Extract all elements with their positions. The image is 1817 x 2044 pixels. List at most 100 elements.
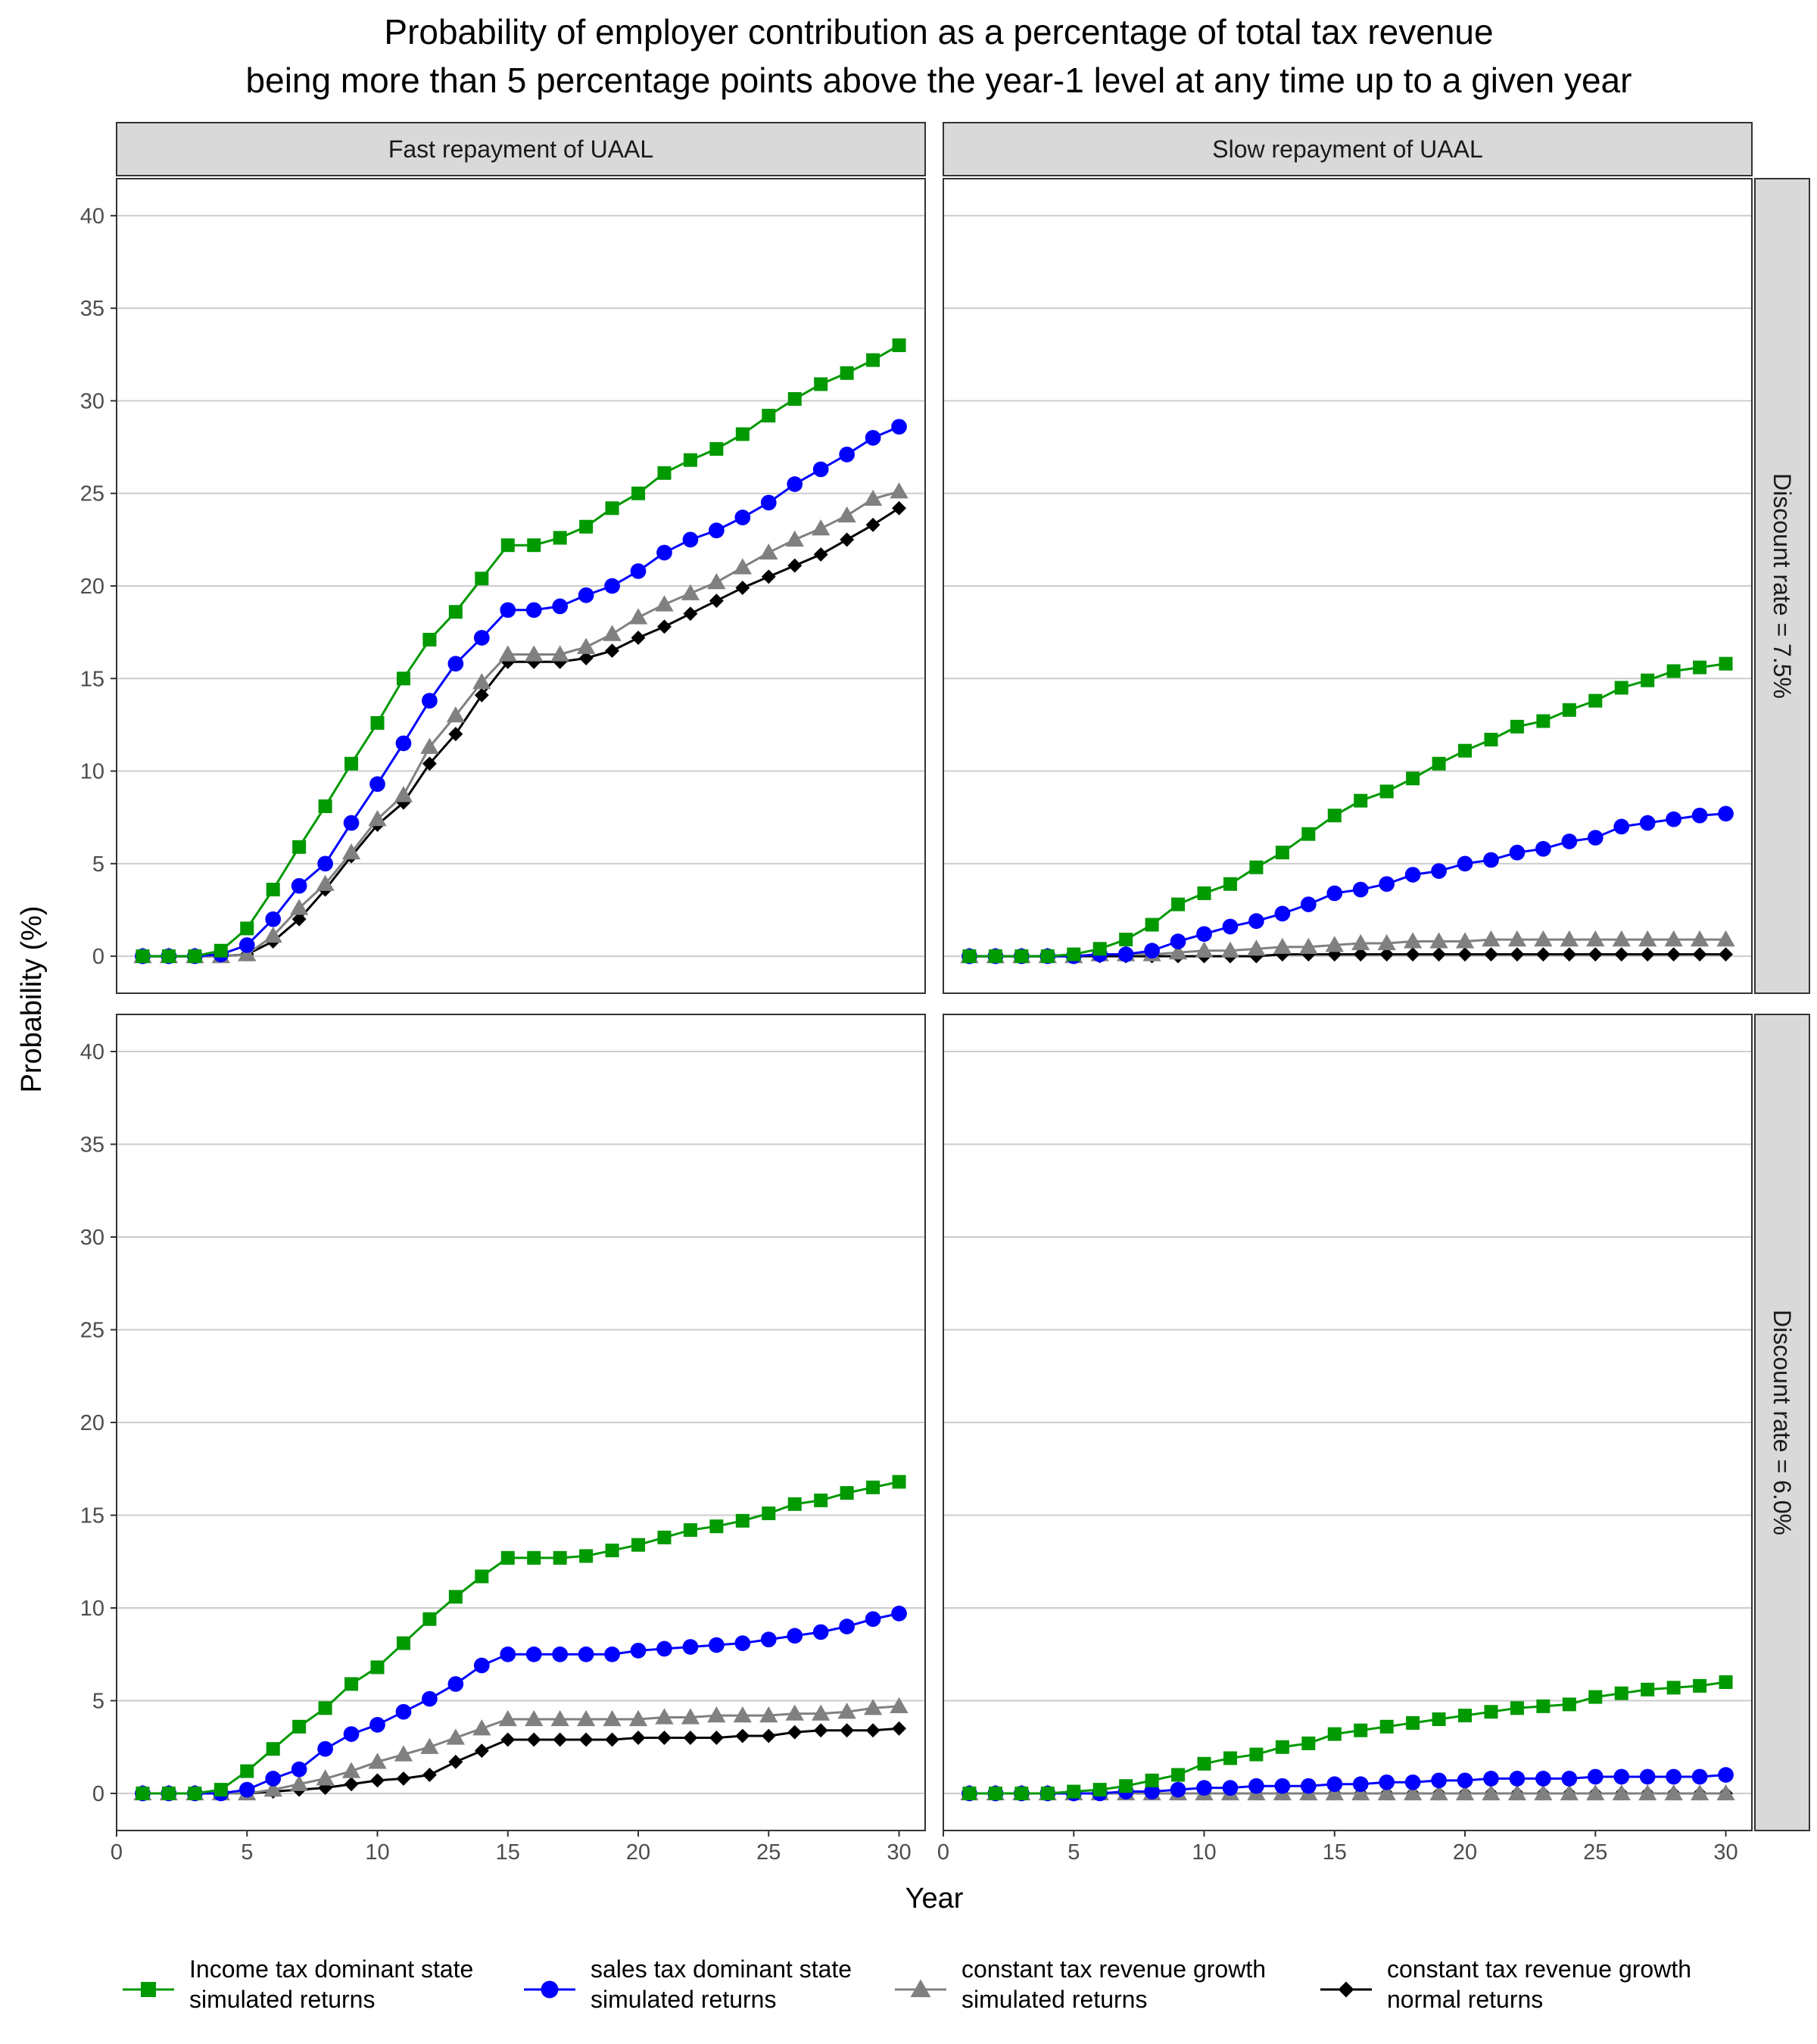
series-line-income: [142, 344, 900, 958]
data-point-income: [1145, 918, 1159, 932]
data-point-income: [213, 943, 228, 958]
y-tick-label: 10: [80, 760, 104, 784]
data-point-sales: [369, 1717, 385, 1733]
data-point-sales: [1431, 1772, 1447, 1789]
data-point-const_norm: [1588, 947, 1603, 962]
data-point-income: [448, 605, 463, 619]
data-point-const_sim: [681, 1708, 700, 1725]
chart-subtitle: being more than 5 percentage points abov…: [246, 61, 1632, 100]
data-point-const_sim: [1403, 1784, 1423, 1801]
data-point-income: [735, 427, 750, 441]
data-point-const_sim: [238, 945, 257, 961]
data-point-const_norm: [709, 594, 724, 609]
data-point-const_sim: [1690, 930, 1709, 947]
data-point-income: [161, 1787, 176, 1800]
data-point-const_sim: [707, 572, 726, 590]
data-point-sales: [1352, 881, 1369, 898]
x-tick-label: 5: [241, 1840, 253, 1865]
data-point-income: [344, 756, 359, 771]
data-point-income: [1536, 714, 1551, 728]
data-point-income: [866, 353, 880, 367]
data-point-const_norm: [422, 756, 437, 771]
data-point-sales: [865, 1611, 881, 1628]
data-point-const_sim: [1429, 1784, 1448, 1801]
data-point-income: [370, 715, 385, 730]
data-point-income: [1510, 719, 1524, 734]
data-point-income: [1693, 1678, 1707, 1693]
data-point-sales: [1248, 1778, 1264, 1794]
data-point-income: [527, 538, 541, 553]
data-point-const_norm: [1692, 947, 1707, 962]
data-point-income: [1197, 886, 1211, 900]
data-point-const_norm: [578, 650, 594, 665]
data-point-income: [475, 1569, 489, 1584]
data-point-const_sim: [1612, 1784, 1631, 1801]
data-point-sales: [604, 1646, 620, 1662]
data-point-sales: [500, 1646, 516, 1662]
data-point-income: [962, 949, 977, 964]
facet-panel: 0 5 10 15 20 25 30: [937, 1014, 1753, 1865]
data-point-income: [266, 883, 280, 897]
data-point-income: [840, 1486, 854, 1500]
data-point-sales: [1326, 1776, 1343, 1793]
data-point-income: [527, 1550, 541, 1565]
data-point-sales: [525, 602, 542, 618]
data-point-income: [188, 1787, 202, 1800]
data-point-income: [1223, 1751, 1237, 1765]
data-point-const_norm: [709, 1731, 724, 1745]
chart-title: Probability of employer contribution as …: [384, 12, 1493, 51]
data-point-income: [475, 572, 489, 586]
data-point-income: [1014, 949, 1029, 964]
y-tick-label: 10: [80, 1597, 104, 1621]
data-point-income: [735, 1513, 750, 1528]
data-point-income: [500, 538, 515, 553]
data-point-income: [892, 338, 906, 353]
data-point-sales: [1170, 933, 1186, 949]
data-point-sales: [317, 855, 333, 872]
data-point-income: [1249, 1747, 1264, 1762]
data-point-income: [1406, 1715, 1420, 1730]
data-point-const_sim: [1351, 1784, 1370, 1801]
data-point-sales: [578, 587, 594, 603]
data-point-sales: [1666, 811, 1681, 827]
panel-border: [943, 1014, 1753, 1831]
data-point-const_sim: [1716, 1784, 1735, 1801]
data-point-income: [1693, 660, 1707, 675]
data-point-income: [1301, 827, 1316, 841]
data-point-income: [579, 519, 594, 534]
data-point-const_sim: [1377, 933, 1396, 951]
data-point-income: [1145, 1773, 1159, 1787]
data-point-sales: [1300, 1778, 1317, 1794]
data-point-sales: [1509, 844, 1526, 861]
data-point-const_sim: [290, 899, 309, 915]
data-point-const_norm: [605, 643, 620, 659]
data-point-sales: [839, 1619, 855, 1634]
data-point-sales: [1509, 1771, 1526, 1787]
data-point-const_sim: [1195, 941, 1214, 958]
data-point-sales: [1379, 1774, 1395, 1790]
data-point-sales: [1144, 943, 1160, 959]
data-point-const_sim: [472, 1719, 491, 1736]
data-point-const_sim: [681, 584, 700, 600]
data-point-const_norm: [553, 1732, 568, 1747]
data-point-income: [1275, 1740, 1289, 1754]
data-point-const_norm: [605, 1732, 620, 1747]
data-point-income: [709, 442, 724, 456]
data-point-const_sim: [1455, 1784, 1475, 1801]
data-point-const_sim: [420, 1737, 439, 1754]
data-point-const_sim: [733, 1706, 752, 1723]
data-point-const_norm: [735, 580, 750, 595]
data-point-sales: [812, 1624, 829, 1640]
data-point-const_sim: [420, 737, 439, 754]
x-tick-label: 10: [1192, 1840, 1216, 1865]
data-point-const_sim: [1377, 1784, 1396, 1801]
facet-panel: [943, 178, 1753, 994]
data-point-income: [762, 1507, 776, 1521]
data-point-sales: [1117, 946, 1134, 962]
x-tick-label: 25: [756, 1840, 781, 1865]
data-point-const_norm: [892, 500, 906, 516]
data-point-sales: [473, 1657, 490, 1674]
data-point-const_sim: [1716, 930, 1735, 947]
data-point-const_sim: [1403, 932, 1423, 949]
